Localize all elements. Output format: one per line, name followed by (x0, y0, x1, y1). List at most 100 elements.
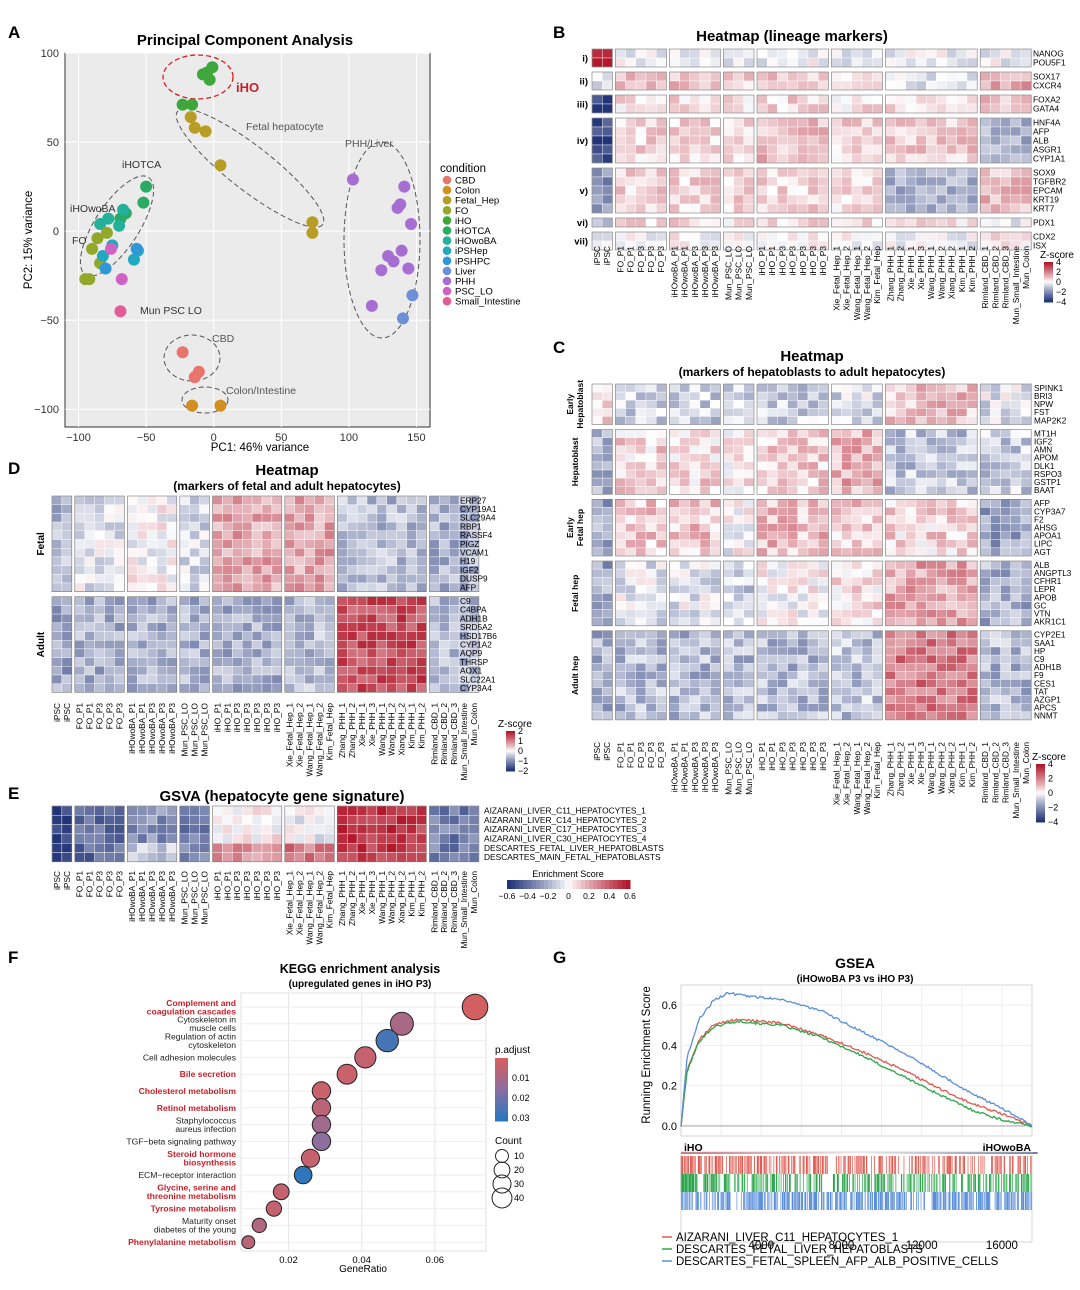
heatmap-cell (841, 646, 852, 656)
heatmap-cell (156, 657, 168, 667)
heatmap-cell (615, 144, 626, 155)
heatmap-cell (222, 843, 233, 853)
heatmap-cell (366, 666, 378, 676)
heatmap-cell (905, 679, 917, 688)
heatmap-cell (222, 852, 233, 863)
heatmap-cell (615, 135, 626, 146)
heatmap-cell (645, 383, 657, 393)
heatmap-cell (271, 539, 282, 549)
heatmap-cell (990, 117, 1001, 128)
heatmap-cell (885, 486, 896, 495)
heatmap-cell (104, 640, 115, 650)
heatmap-block-outline (756, 94, 829, 114)
heatmap-cell (615, 609, 626, 618)
heatmap-cell (872, 609, 883, 618)
heatmap-block-outline (615, 117, 667, 164)
heatmap-cell (386, 843, 397, 853)
heatmap-cell (251, 815, 263, 825)
heatmap-cell (872, 577, 883, 586)
gene-label: HSD17B6 (460, 631, 497, 641)
heatmap-cell (756, 176, 768, 187)
heatmap-cell (84, 596, 95, 606)
heatmap-cell (723, 383, 734, 393)
heatmap-cell (625, 231, 636, 242)
heatmap-cell (284, 565, 295, 575)
heatmap-cell (831, 531, 842, 541)
heatmap-cell (669, 194, 680, 205)
heatmap-cell (807, 568, 819, 578)
heatmap-block-outline (669, 383, 721, 425)
heatmap-cell (615, 507, 626, 516)
gene-label: EPCAM (1033, 185, 1063, 195)
heatmap-cell (51, 574, 63, 584)
heatmap-cell (689, 477, 701, 487)
heatmap-lineage-panel: Heatmap (lineage markers) NANOGPOU5F1SOX… (574, 28, 1074, 324)
heatmap-cell (127, 674, 138, 684)
gene-label: C9 (460, 596, 471, 606)
heatmap-cell (337, 622, 348, 632)
heatmap-cell (261, 539, 273, 549)
heatmap-block-outline (336, 805, 427, 863)
kegg-term-label: biosynthesis (183, 1157, 236, 1167)
heatmap-cell (831, 80, 842, 91)
heatmap-cell (261, 565, 273, 575)
heatmap-cell (872, 445, 883, 455)
gsva-legend-title: Enrichment Score (532, 869, 604, 879)
heatmap-cell (980, 577, 991, 586)
heatmap-cell (232, 495, 243, 505)
heatmap-cell (189, 666, 200, 676)
gene-label: ALB (1033, 135, 1049, 145)
heatmap-cell (635, 203, 647, 214)
heatmap-cell (1020, 57, 1032, 68)
heatmap-cell (356, 613, 368, 623)
heatmap-block-outline (669, 560, 721, 627)
heatmap-cell (980, 126, 991, 137)
legend-gradient-step (506, 736, 515, 739)
heatmap-cell (818, 103, 829, 114)
heatmap-cell (756, 695, 768, 704)
sample-label: FO_P3 (636, 246, 646, 273)
legend-gradient-step (1044, 264, 1053, 267)
heatmap-block-outline (615, 94, 667, 114)
heatmap-cell (1020, 231, 1032, 242)
heatmap-cell (416, 805, 427, 816)
gene-label: TGFBR2 (1033, 176, 1066, 186)
gene-label: CYP2E1 (1034, 631, 1066, 640)
heatmap-cell (710, 117, 721, 128)
heatmap-cell (635, 671, 647, 680)
heatmap-cell (222, 805, 233, 816)
heatmap-cell (324, 513, 335, 523)
heatmap-cell (669, 695, 680, 704)
heatmap-cell (156, 683, 168, 693)
heatmap-cell (990, 48, 1001, 59)
heatmap-cell (756, 167, 768, 178)
heatmap-cell (294, 833, 305, 844)
heatmap-cell (885, 609, 896, 618)
heatmap-cell (406, 605, 417, 615)
heatmap-cell (905, 194, 917, 205)
heatmap-cell (324, 596, 335, 606)
heatmap-cell (284, 648, 295, 658)
heatmap-cell (861, 560, 873, 570)
heatmap-cell (841, 577, 852, 586)
heatmap-cell (669, 126, 680, 137)
heatmap-cell (146, 596, 158, 606)
heatmap-cell (990, 144, 1001, 155)
heatmap-cell (271, 521, 282, 531)
heatmap-cell (990, 568, 1001, 578)
heatmap-cell (324, 631, 335, 641)
heatmap-cell (625, 486, 636, 495)
heatmap-cell (787, 609, 798, 618)
heatmap-cell (936, 646, 947, 656)
sample-label: Wang_PHH_2 (936, 246, 946, 300)
heatmap-cell (756, 560, 768, 570)
heatmap-cell (656, 94, 667, 105)
heatmap-cell (699, 630, 711, 640)
heatmap-cell (439, 565, 450, 575)
heatmap-cell (831, 445, 842, 455)
heatmap-cell (733, 445, 744, 455)
heatmap-cell (767, 646, 778, 656)
heatmap-cell (767, 486, 778, 495)
heatmap-cell (232, 683, 243, 693)
heatmap-cell (356, 631, 368, 641)
